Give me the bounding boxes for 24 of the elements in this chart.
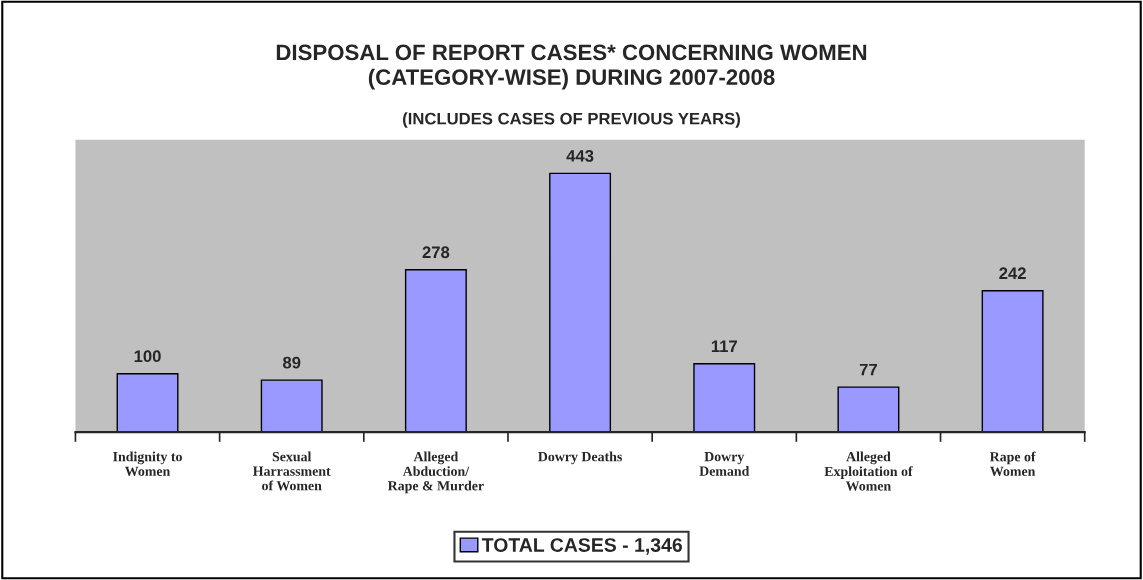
bar bbox=[260, 379, 323, 433]
bar bbox=[981, 290, 1044, 433]
bar bbox=[404, 269, 467, 433]
x-tick-label: Alleged Abduction/ Rape & Murder bbox=[387, 451, 484, 494]
bar bbox=[549, 172, 612, 433]
x-tick-label: Alleged Exploitation of Women bbox=[824, 451, 913, 491]
data-label: 100 bbox=[134, 350, 161, 363]
legend-label: TOTAL CASES - 1,346 bbox=[481, 538, 682, 555]
x-tick-label: Dowry Demand bbox=[699, 452, 750, 476]
chart-subtitle: (INCLUDES CASES OF PREVIOUS YEARS) bbox=[403, 112, 740, 128]
bar bbox=[116, 373, 179, 433]
data-label: 443 bbox=[566, 149, 594, 162]
bar bbox=[837, 386, 900, 433]
x-tick-label: Rape of Women bbox=[989, 451, 1036, 477]
bar bbox=[693, 363, 756, 433]
x-tick-label: Sexual Harrassment of Women bbox=[252, 451, 331, 491]
chart-title: DISPOSAL OF REPORT CASES* CONCERNING WOMEN (CATEGORY-WISE) DURING 2007-2008 bbox=[276, 44, 867, 90]
x-tick-label: Indignity to Women bbox=[113, 451, 182, 477]
data-label: 77 bbox=[859, 363, 877, 376]
data-label: 242 bbox=[999, 267, 1026, 279]
data-label: 117 bbox=[711, 340, 737, 352]
data-label: 278 bbox=[422, 246, 450, 259]
data-label: 89 bbox=[282, 356, 301, 369]
x-tick-label: Dowry Deaths bbox=[538, 451, 622, 465]
